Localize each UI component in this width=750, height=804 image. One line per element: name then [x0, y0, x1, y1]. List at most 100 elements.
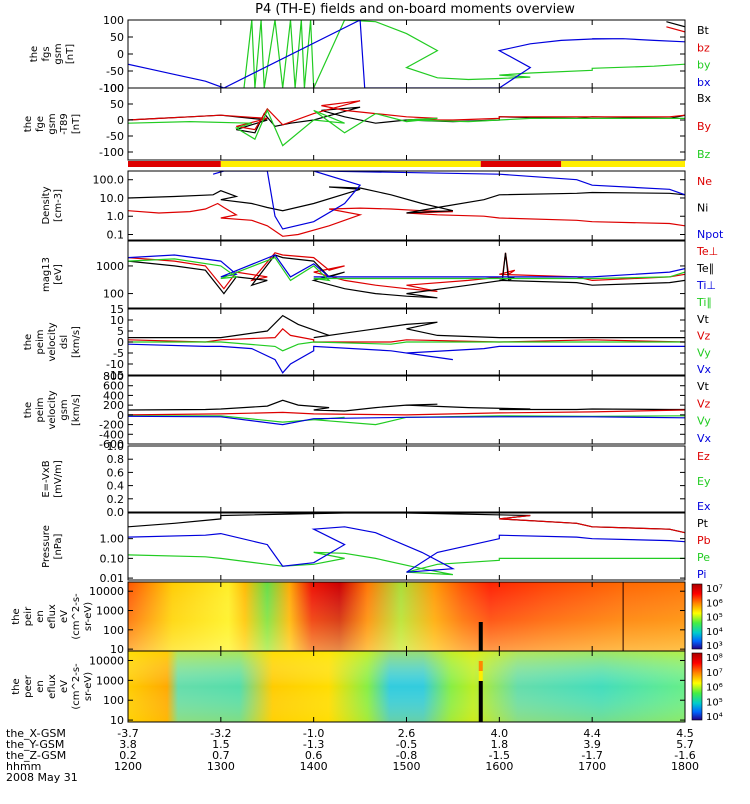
series-line-Ti⊥	[128, 254, 685, 278]
y-tick-label: 0	[117, 114, 124, 127]
legend-peim-2: Vy	[697, 346, 711, 359]
x-row-value: 4.0	[491, 727, 509, 740]
legend-temp-2: Ti⊥	[696, 279, 716, 292]
peem-frame	[127, 375, 686, 445]
x-row-value: 1.8	[491, 738, 509, 751]
y-tick-label: 0	[117, 336, 124, 349]
y-tick-label: -100	[99, 146, 124, 159]
legend-fgs-1: bz	[697, 41, 710, 54]
y-tick-label: 600	[103, 380, 124, 393]
y-tick-label: 0	[117, 409, 124, 422]
y-axis-label: eflux	[47, 604, 58, 629]
series-line-Pe	[128, 551, 685, 576]
y-axis-label: the	[11, 678, 22, 694]
x-row-value: 1200	[114, 760, 142, 773]
y-axis-label: velocity	[47, 390, 58, 429]
y-tick-label: 1000	[96, 674, 124, 687]
x-row-value: 1300	[207, 760, 235, 773]
y-tick-label: -50	[106, 130, 124, 143]
pressure-frame	[127, 512, 686, 581]
y-axis-label: E=-VxB	[41, 460, 52, 497]
legend-fgs-2: by	[697, 59, 711, 72]
y-tick-label: 100	[103, 288, 124, 301]
peir-colorbar	[691, 583, 703, 650]
peir-panel: 10⁷ 10⁶ 10⁵ 10⁴ 10³ 10000 1000 100 10 the peir en ef…	[11, 581, 723, 656]
legend-efield-2: Ex	[697, 500, 711, 513]
legend-peem-0: Vt	[697, 380, 710, 393]
peer-gap-highlight-2	[478, 671, 483, 681]
x-row-value: -0.8	[396, 749, 417, 762]
series-line-Vx	[128, 343, 685, 374]
chart-title: P4 (TH-E) fields and on-board moments ov…	[255, 2, 575, 17]
y-tick-label: 100	[103, 14, 124, 27]
colorbar-tick-label: 10⁴	[706, 627, 723, 638]
series-line-Vx	[128, 415, 685, 426]
y-tick-label: 100.0	[93, 174, 125, 187]
legend-peim-0: Vt	[697, 313, 710, 326]
mode-bar-segment	[128, 161, 221, 167]
peir-spectrogram-shading	[128, 582, 685, 651]
series-line-bx	[128, 20, 685, 88]
y-tick-label: 1.00	[100, 533, 125, 546]
y-tick-label: 0.2	[107, 493, 125, 506]
legend-density-2: Npot	[697, 228, 724, 241]
x-row-value: 4.4	[583, 727, 601, 740]
efield-panel: Ez Ey Ex 1.00.80.60.40.20.0 E=-VxB [mV/m]	[41, 440, 711, 519]
x-row-label: hhmm	[6, 760, 41, 773]
series-line-Vt	[128, 399, 685, 412]
x-row-value: -1.0	[303, 727, 324, 740]
peer-gap-highlight	[478, 661, 483, 671]
x-row-value: 1.5	[212, 738, 230, 751]
legend-density-1: Ni	[697, 202, 708, 215]
legend-peem-2: Vy	[697, 415, 711, 428]
y-axis-label: Density	[41, 186, 52, 224]
series-line-Vz	[128, 327, 685, 343]
peer-colorbar	[691, 652, 703, 721]
x-row-value: -3.7	[117, 727, 138, 740]
x-row-value: 1800	[671, 760, 699, 773]
y-tick-label: 1000	[96, 605, 124, 618]
series-line-Ni	[128, 186, 685, 214]
legend-efield-1: Ey	[697, 475, 711, 488]
y-axis-label: gsm	[59, 399, 70, 420]
y-axis-label: en	[35, 680, 46, 693]
y-axis-label: [nT]	[71, 114, 82, 134]
x-row-value: 0.7	[212, 749, 230, 762]
y-axis-label: sr-eV)	[83, 602, 94, 631]
fgs-series-group	[128, 20, 685, 88]
y-tick-label: 200	[103, 399, 124, 412]
y-axis-label: velocity	[47, 322, 58, 361]
y-axis-label: eV	[59, 680, 70, 693]
legend-fge-2: Bz	[697, 148, 711, 161]
peer-spectrogram-shading	[128, 651, 685, 722]
y-axis-label: dsl	[59, 335, 70, 349]
series-line-Te⊥	[128, 252, 685, 292]
y-tick-label: 50	[110, 98, 124, 111]
peir-data-gap	[478, 622, 483, 651]
x-row-value: 3.9	[583, 738, 601, 751]
y-tick-label: 10	[110, 643, 124, 656]
y-tick-label: 1.0	[107, 440, 125, 453]
y-axis-label: the	[23, 402, 34, 418]
y-axis-label: the	[23, 334, 34, 350]
y-axis-label: the	[23, 116, 34, 132]
fge-frame	[127, 87, 686, 161]
y-tick-label: 15	[110, 303, 124, 316]
temp-series-group	[128, 252, 685, 299]
x-row-value: -1.6	[674, 749, 695, 762]
series-line-Vz	[128, 409, 685, 416]
x-row-value: 1400	[300, 760, 328, 773]
colorbar-tick-label: 10⁶	[706, 598, 723, 609]
x-row-value: -1.3	[303, 738, 324, 751]
legend-fgs-0: Bt	[697, 24, 710, 37]
colorbar-tick-label: 10⁶	[706, 683, 723, 694]
legend-peim-1: Vz	[697, 330, 711, 343]
x-row-value: 5.7	[676, 738, 694, 751]
x-row-label: the_Y-GSM	[6, 738, 64, 751]
series-line-Bt	[666, 21, 685, 28]
x-row-value: -1.7	[581, 749, 602, 762]
colorbar-tick-label: 10⁷	[706, 668, 723, 679]
y-axis-label: gsm	[47, 113, 58, 134]
